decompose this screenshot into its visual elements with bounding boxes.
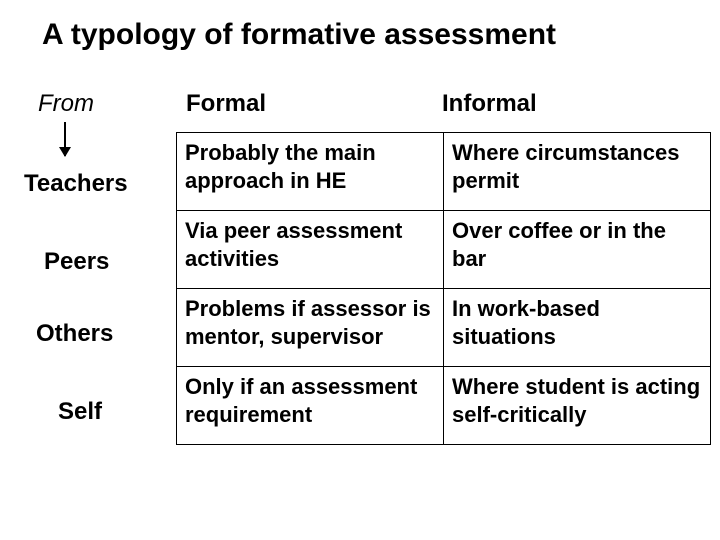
- row-label-teachers: Teachers: [24, 170, 164, 198]
- from-label: From: [38, 90, 94, 118]
- arrow-down-icon: [64, 122, 66, 156]
- cell-self-formal: Only if an assessment requirement: [177, 367, 444, 445]
- col-header-formal: Formal: [186, 90, 266, 118]
- page-title: A typology of formative assessment: [42, 18, 556, 52]
- table-row: Probably the main approach in HE Where c…: [177, 133, 711, 211]
- cell-others-informal: In work-based situations: [444, 289, 711, 367]
- row-label-peers: Peers: [44, 248, 184, 276]
- row-label-others: Others: [36, 320, 176, 348]
- cell-teachers-informal: Where circumstances permit: [444, 133, 711, 211]
- cell-teachers-formal: Probably the main approach in HE: [177, 133, 444, 211]
- table-row: Problems if assessor is mentor, supervis…: [177, 289, 711, 367]
- col-header-informal: Informal: [442, 90, 537, 118]
- table-row: Only if an assessment requirement Where …: [177, 367, 711, 445]
- cell-peers-informal: Over coffee or in the bar: [444, 211, 711, 289]
- cell-others-formal: Problems if assessor is mentor, supervis…: [177, 289, 444, 367]
- cell-peers-formal: Via peer assessment activities: [177, 211, 444, 289]
- typology-table: Probably the main approach in HE Where c…: [176, 132, 711, 445]
- cell-self-informal: Where student is acting self-critically: [444, 367, 711, 445]
- table-row: Via peer assessment activities Over coff…: [177, 211, 711, 289]
